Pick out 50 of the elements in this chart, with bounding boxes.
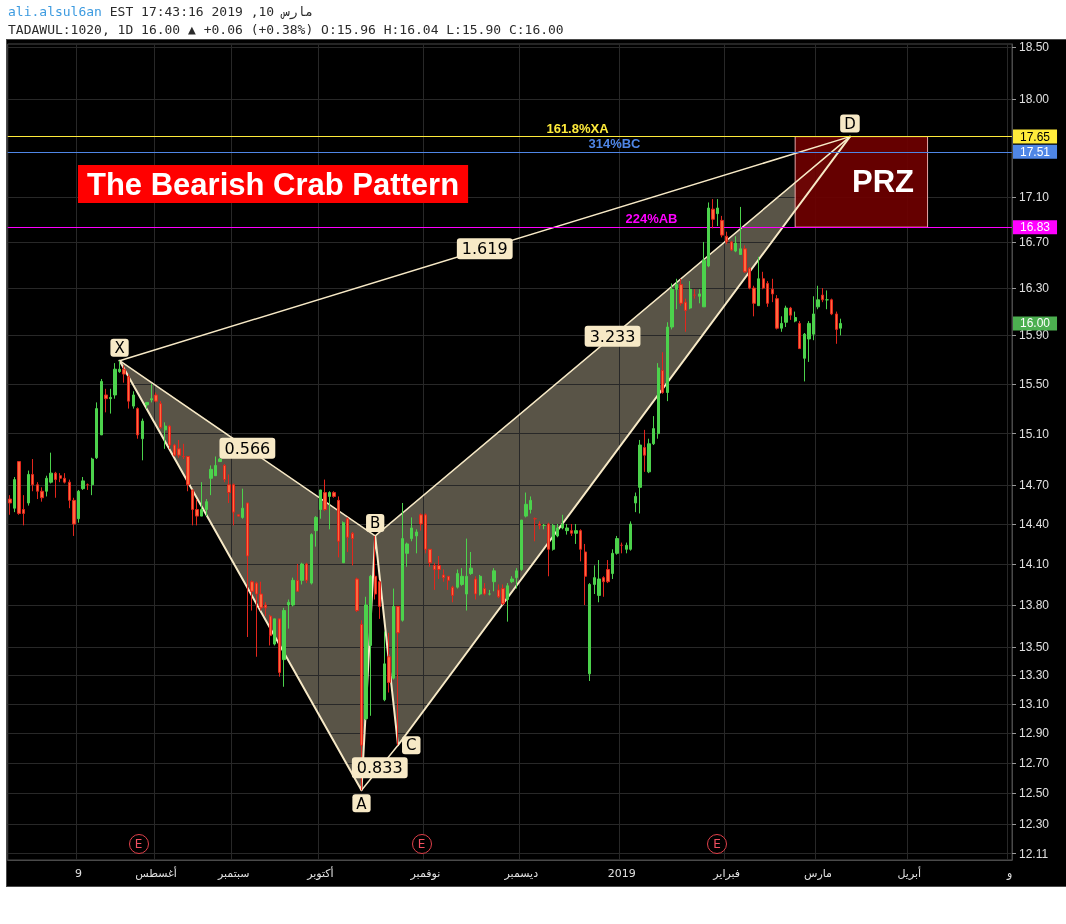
y-tick-label: 14.40: [1019, 517, 1050, 532]
series-label: 1.619: [461, 239, 508, 259]
y-tick-label: 16.30: [1019, 281, 1050, 296]
y-tick-label: 18.00: [1019, 92, 1050, 107]
x-tick-label: فبراير: [712, 867, 741, 880]
y-tick-label: 12.11: [1019, 846, 1049, 861]
ref-line-label: 161.8%XA: [546, 120, 610, 136]
y-tick-label: 17.10: [1019, 189, 1050, 204]
data-label: X: [114, 339, 125, 358]
y-tick-label: 13.50: [1019, 639, 1050, 654]
y-tick-label: 17.65: [1020, 129, 1051, 144]
data-label: A: [356, 794, 368, 813]
x-tick-label: 9: [74, 867, 82, 880]
ref-line-label: 224%AB: [625, 211, 678, 227]
data-label: D: [844, 115, 856, 134]
legend-label: 0.833: [356, 758, 403, 778]
y-tick-label: 16.70: [1019, 234, 1050, 249]
y-tick-label: 14.10: [1019, 557, 1050, 572]
band-label: PRZ: [852, 164, 915, 200]
y-tick-label: 13.10: [1019, 697, 1050, 712]
y-tick-label: 17.51: [1020, 144, 1051, 159]
series-label: 3.233: [589, 326, 636, 346]
y-tick-label: 16.83: [1020, 220, 1051, 235]
data-label: C: [406, 736, 417, 755]
series-label: 0.566: [224, 438, 271, 458]
x-tick-label: أبريل: [897, 866, 922, 880]
ref-line-label: 314%BC: [588, 135, 642, 151]
y-tick-label: 15.50: [1019, 376, 1050, 391]
y-tick-label: 12.70: [1019, 756, 1050, 771]
x-tick-label: ديسمبر: [503, 867, 539, 880]
text: The Bearish Crab Pattern: [87, 167, 460, 202]
x-tick-label: مارس: [804, 867, 833, 880]
y-tick-label: 13.80: [1019, 598, 1050, 613]
y-tick-label: 18.50: [1019, 40, 1050, 55]
x-tick-label: 2019: [607, 867, 636, 880]
y-tick-label: 16.00: [1020, 316, 1051, 331]
x-tick-label: سبتمبر: [216, 867, 250, 880]
x-tick-label: نوفمبر: [409, 867, 441, 880]
y-tick-label: 12.50: [1019, 786, 1050, 801]
y-tick-label: 13.30: [1019, 668, 1050, 683]
y-tick-label: 14.70: [1019, 477, 1050, 492]
y-tick-label: 12.30: [1019, 817, 1050, 832]
data-label: B: [370, 514, 381, 533]
y-tick-label: 15.10: [1019, 426, 1050, 441]
text: TADAWUL:1020, 1D 16.00 ▲ +0.06 (+0.38%) O:15.96 H:16.04 L:15.90 C:16.00: [8, 22, 564, 37]
x-tick-label: أكتوبر: [306, 866, 334, 880]
y-tick-label: 12.90: [1019, 726, 1050, 741]
x-tick-label: و: [1006, 867, 1013, 880]
y-tick-label: 15.90: [1019, 328, 1050, 343]
x-tick-label: أغسطس: [135, 866, 177, 880]
